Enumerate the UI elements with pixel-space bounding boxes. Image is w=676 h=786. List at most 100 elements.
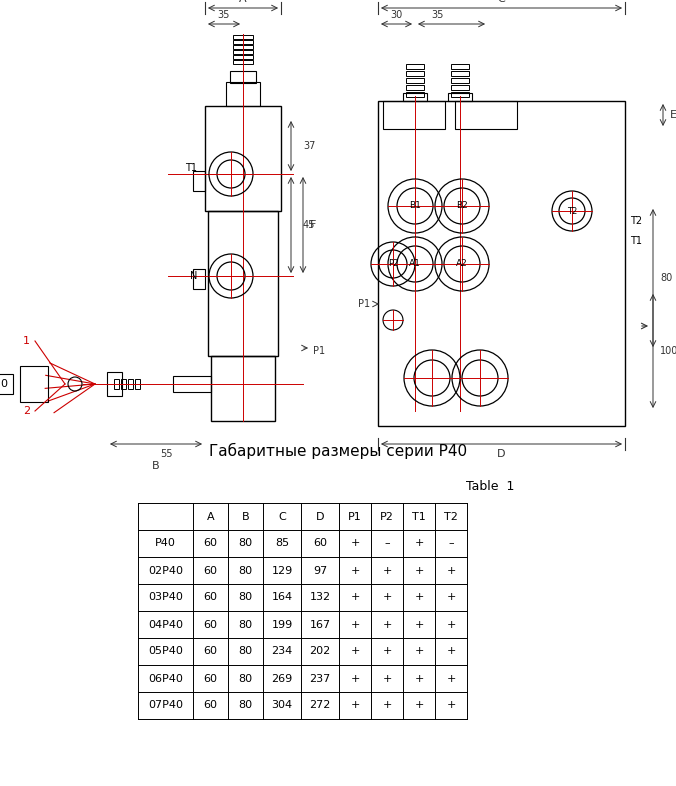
Text: 37: 37 <box>303 141 316 151</box>
Text: C: C <box>278 512 286 521</box>
Text: 129: 129 <box>271 565 293 575</box>
Bar <box>230 71 256 83</box>
Text: 55: 55 <box>160 449 172 459</box>
Text: 80: 80 <box>239 565 253 575</box>
Text: 80: 80 <box>239 647 253 656</box>
Text: D: D <box>498 449 506 459</box>
Text: A1: A1 <box>409 259 421 269</box>
Text: T1: T1 <box>412 512 426 521</box>
Text: +: + <box>414 619 424 630</box>
Bar <box>451 71 469 76</box>
Text: 60: 60 <box>203 538 218 549</box>
Text: 202: 202 <box>310 647 331 656</box>
Text: +: + <box>383 647 391 656</box>
Text: +: + <box>414 700 424 711</box>
Text: +: + <box>350 647 360 656</box>
Text: 80: 80 <box>239 700 253 711</box>
Text: P40: P40 <box>155 538 176 549</box>
Text: +: + <box>350 619 360 630</box>
Text: +: + <box>383 700 391 711</box>
Bar <box>233 55 253 59</box>
Text: 272: 272 <box>310 700 331 711</box>
Text: D: D <box>316 512 324 521</box>
Text: 60: 60 <box>203 565 218 575</box>
Text: 60: 60 <box>203 619 218 630</box>
Text: 132: 132 <box>310 593 331 603</box>
Bar <box>406 85 424 90</box>
Bar <box>448 93 472 101</box>
Text: 80: 80 <box>239 593 253 603</box>
Text: B1: B1 <box>409 201 421 211</box>
Text: 60: 60 <box>203 593 218 603</box>
Text: 0: 0 <box>1 379 7 389</box>
Text: 304: 304 <box>272 700 293 711</box>
Text: +: + <box>414 538 424 549</box>
Text: 35: 35 <box>431 10 443 20</box>
Text: Table  1: Table 1 <box>466 479 514 493</box>
Text: +: + <box>446 647 456 656</box>
Text: 05P40: 05P40 <box>148 647 183 656</box>
Text: 60: 60 <box>203 674 218 684</box>
Text: 80: 80 <box>239 538 253 549</box>
Text: +: + <box>350 565 360 575</box>
Text: E: E <box>670 110 676 120</box>
Bar <box>406 64 424 69</box>
Text: 03P40: 03P40 <box>148 593 183 603</box>
Text: 80: 80 <box>239 674 253 684</box>
Bar <box>451 78 469 83</box>
Bar <box>451 85 469 90</box>
Text: +: + <box>446 674 456 684</box>
Bar <box>135 379 140 389</box>
Text: T2: T2 <box>630 216 642 226</box>
Bar <box>378 101 625 426</box>
Text: B: B <box>242 512 249 521</box>
Text: +: + <box>350 593 360 603</box>
Text: N: N <box>190 271 197 281</box>
Text: C: C <box>498 0 506 4</box>
Text: 80: 80 <box>660 273 672 283</box>
Text: A: A <box>239 0 247 4</box>
Text: –: – <box>448 538 454 549</box>
Text: +: + <box>383 565 391 575</box>
Text: +: + <box>383 674 391 684</box>
Text: T1: T1 <box>630 236 642 246</box>
Text: T2: T2 <box>444 512 458 521</box>
Text: P1: P1 <box>313 346 325 356</box>
Bar <box>403 93 427 101</box>
Text: 04P40: 04P40 <box>148 619 183 630</box>
Text: 45: 45 <box>303 220 316 230</box>
Text: 35: 35 <box>218 10 231 20</box>
Bar <box>233 35 253 39</box>
Text: 60: 60 <box>203 700 218 711</box>
Bar <box>451 64 469 69</box>
Text: +: + <box>446 565 456 575</box>
Text: 85: 85 <box>275 538 289 549</box>
Text: Габаритные размеры серии Р40: Габаритные размеры серии Р40 <box>209 443 467 459</box>
Text: 97: 97 <box>313 565 327 575</box>
Bar <box>107 372 122 396</box>
Text: 02P40: 02P40 <box>148 565 183 575</box>
Text: 60: 60 <box>203 647 218 656</box>
Bar <box>226 82 260 106</box>
Text: +: + <box>350 538 360 549</box>
Text: 269: 269 <box>271 674 293 684</box>
Bar <box>205 106 281 211</box>
Text: +: + <box>350 700 360 711</box>
Text: 237: 237 <box>310 674 331 684</box>
Bar <box>233 45 253 49</box>
Bar <box>128 379 133 389</box>
Text: 06P40: 06P40 <box>148 674 183 684</box>
Text: P1: P1 <box>348 512 362 521</box>
Text: B: B <box>152 461 160 471</box>
Text: +: + <box>446 619 456 630</box>
Bar <box>451 92 469 97</box>
Text: 167: 167 <box>310 619 331 630</box>
Text: +: + <box>383 619 391 630</box>
Text: P1: P1 <box>358 299 370 309</box>
Bar <box>208 211 278 356</box>
Text: P2: P2 <box>380 512 394 521</box>
Text: 07P40: 07P40 <box>148 700 183 711</box>
Bar <box>406 71 424 76</box>
Bar <box>193 269 205 289</box>
Bar <box>211 356 275 421</box>
